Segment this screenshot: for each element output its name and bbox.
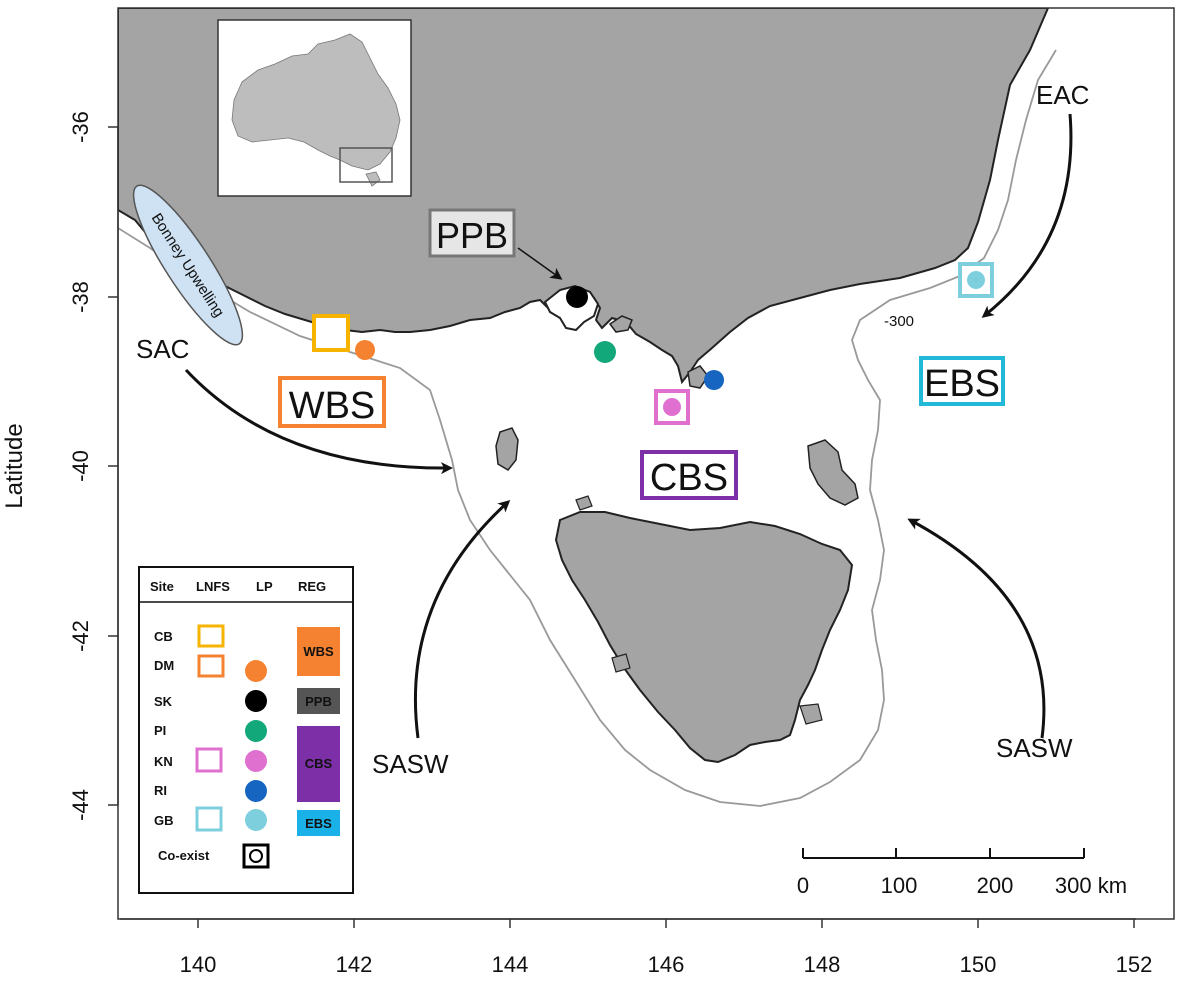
x-tick-144: 144 — [492, 952, 529, 977]
site-dm-lp-marker — [355, 340, 375, 360]
legend-region-ebs: EBS — [297, 810, 340, 836]
site-pi-lp-marker — [594, 341, 616, 363]
svg-text:CBS: CBS — [305, 756, 333, 771]
legend-pi-lp-swatch — [245, 720, 267, 742]
x-tick-146: 146 — [648, 952, 685, 977]
x-tick-142: 142 — [336, 952, 373, 977]
phillip-island — [608, 315, 633, 333]
depth-contour-300 — [118, 49, 1057, 807]
y-tick-36: -36 — [68, 111, 93, 143]
y-axis: -36 -38 -40 -42 -44 Latitude — [1, 111, 119, 821]
legend-site-pi: PI — [154, 723, 166, 738]
svg-text:CBS: CBS — [650, 457, 728, 499]
wilsons-promontory — [687, 365, 709, 389]
x-tick-150: 150 — [960, 952, 997, 977]
site-gb-lp-marker — [967, 271, 985, 289]
legend-site-sk: SK — [154, 694, 173, 709]
king-island — [495, 427, 519, 471]
site-kn-lnfs-marker — [654, 389, 690, 425]
cbs-region-label: CBS — [640, 450, 738, 500]
x-axis: 140 142 144 146 148 150 152 — [120, 918, 1153, 977]
scale-tick-100: 100 — [881, 873, 918, 898]
y-tick-44: -44 — [68, 789, 93, 821]
svg-text:EBS: EBS — [924, 363, 1000, 405]
sac-label: SAC — [136, 334, 189, 364]
svg-text:WBS: WBS — [303, 644, 334, 659]
inset-australia — [231, 33, 401, 171]
site-kn-lp-marker — [663, 398, 681, 416]
legend-gb-lp-swatch — [245, 809, 267, 831]
svg-text:PPB: PPB — [436, 215, 508, 256]
ppb-pointer-arrow — [517, 247, 563, 280]
contour-label: -300 — [884, 313, 914, 330]
sac-arrow — [184, 368, 453, 475]
inset-map — [217, 19, 412, 197]
legend-coexist: Co-exist — [158, 848, 210, 863]
legend-region-wbs: WBS — [297, 627, 340, 676]
legend-site-cb: CB — [154, 629, 173, 644]
scale-tick-0: 0 — [797, 873, 809, 898]
legend-cb-lnfs-swatch — [197, 624, 225, 648]
svg-text:WBS: WBS — [289, 385, 376, 427]
site-sk-lp-marker — [566, 286, 588, 308]
sasw-west-label: SASW — [372, 749, 449, 779]
legend-dm-lnfs-swatch — [197, 654, 225, 678]
legend-coexist-circle — [249, 849, 263, 863]
site-cb-lnfs-marker — [312, 314, 350, 352]
tasmania-islet-1 — [575, 495, 593, 511]
y-tick-38: -38 — [68, 281, 93, 313]
svg-text:PPB: PPB — [305, 694, 332, 709]
site-ri-lp-marker — [704, 370, 724, 390]
y-tick-42: -42 — [68, 620, 93, 652]
eac-label: EAC — [1036, 80, 1089, 110]
legend-site-gb: GB — [154, 813, 174, 828]
legend-sk-lp-swatch — [245, 690, 267, 712]
x-tick-152: 152 — [1116, 952, 1153, 977]
scale-bar: 0 100 200 300 km — [797, 848, 1127, 898]
tasmania-islet-3 — [799, 703, 823, 725]
legend-header-lnfs: LNFS — [196, 579, 230, 594]
tasmania-islet-2 — [611, 653, 631, 673]
ebs-region-label: EBS — [919, 356, 1005, 406]
legend-header-reg: REG — [298, 579, 326, 594]
legend-site-ri: RI — [154, 783, 167, 798]
flinders-island — [807, 439, 859, 506]
legend-region-cbs: CBS — [297, 726, 340, 802]
wbs-region-label: WBS — [278, 376, 386, 428]
ppb-region-label: PPB — [428, 208, 516, 258]
sasw-east-arrow — [907, 518, 1046, 739]
x-tick-148: 148 — [804, 952, 841, 977]
sasw-east-label: SASW — [996, 733, 1073, 763]
scale-tick-300: 300 km — [1055, 873, 1127, 898]
legend-gb-lnfs-swatch — [195, 806, 223, 832]
legend-site-kn: KN — [154, 754, 173, 769]
legend-region-ppb: PPB — [297, 688, 340, 714]
legend: Site LNFS LP REG CB DM SK PI KN RI GB Co… — [138, 566, 354, 894]
legend-header-site: Site — [150, 579, 174, 594]
sasw-west-arrow — [414, 499, 511, 739]
legend-kn-lnfs-swatch — [195, 747, 223, 773]
legend-header-lp: LP — [256, 579, 273, 594]
legend-ri-lp-swatch — [245, 780, 267, 802]
scale-tick-200: 200 — [977, 873, 1014, 898]
y-tick-40: -40 — [68, 450, 93, 482]
y-axis-title: Latitude — [1, 423, 28, 508]
svg-text:EBS: EBS — [305, 816, 332, 831]
inset-highlight-box — [339, 147, 393, 183]
eac-arrow — [981, 113, 1073, 318]
x-tick-140: 140 — [180, 952, 217, 977]
legend-kn-lp-swatch — [245, 750, 267, 772]
legend-site-dm: DM — [154, 658, 174, 673]
legend-dm-lp-swatch — [245, 660, 267, 682]
